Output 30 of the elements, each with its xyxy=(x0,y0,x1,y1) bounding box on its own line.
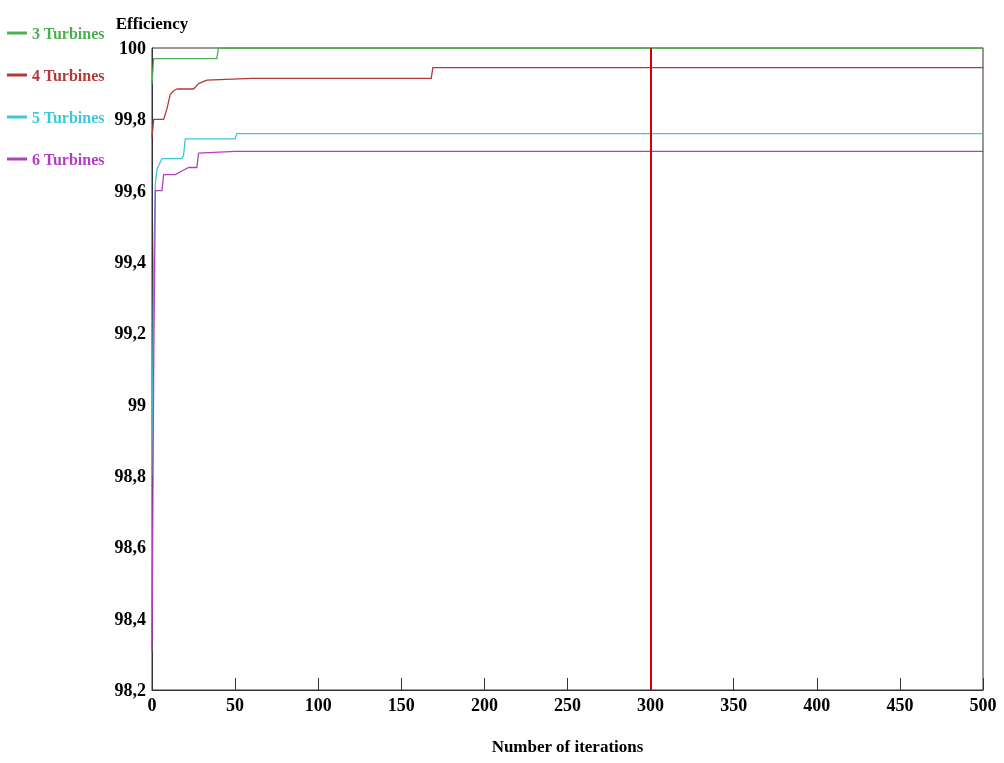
x-tick-label: 250 xyxy=(554,695,581,715)
y-tick-label: 99,2 xyxy=(114,323,146,344)
y-tick-label: 98,8 xyxy=(114,466,146,486)
y-tick-label: 99 xyxy=(128,394,146,415)
y-tick-label: 99,4 xyxy=(114,252,146,272)
x-tick-label: 450 xyxy=(886,695,914,715)
legend-label: 3 Turbines xyxy=(32,24,105,42)
x-tick-label: 50 xyxy=(226,695,245,715)
legend-label: 5 Turbines xyxy=(32,108,105,126)
legend-label: 6 Turbines xyxy=(32,150,105,168)
x-tick-label: 500 xyxy=(969,695,997,715)
x-tick-label: 300 xyxy=(637,695,665,715)
line-series xyxy=(151,150,984,652)
x-tick-label: 150 xyxy=(387,695,415,715)
y-tick-label: 98,2 xyxy=(114,680,146,700)
x-tick-label: 400 xyxy=(803,695,831,715)
y-tick-label: 99,8 xyxy=(114,109,146,130)
x-axis-title: Number of iterations xyxy=(491,737,644,756)
legend-label: 4 Turbines xyxy=(32,66,105,84)
line-series xyxy=(151,66,984,138)
x-tick-label: 200 xyxy=(470,695,498,715)
y-tick-label: 100 xyxy=(119,38,146,58)
y-tick-label: 98,6 xyxy=(114,537,146,558)
line-series xyxy=(151,132,984,477)
y-tick-label: 98,4 xyxy=(114,608,146,629)
x-tick-label: 350 xyxy=(720,695,748,715)
x-tick-label: 0 xyxy=(147,695,157,715)
x-tick-label: 100 xyxy=(304,695,332,715)
y-axis-title: Efficiency xyxy=(115,14,189,33)
y-tick-label: 99,6 xyxy=(114,180,146,201)
